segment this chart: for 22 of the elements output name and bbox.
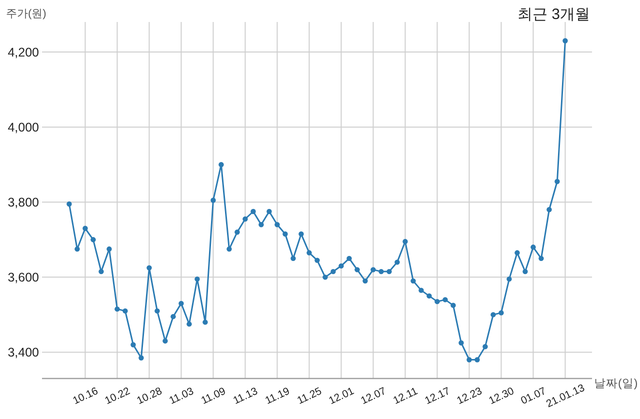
x-tick-label: 12.17 xyxy=(423,385,452,408)
y-tick-label: 4,200 xyxy=(8,45,40,60)
x-tick-label: 12.01 xyxy=(327,385,356,408)
y-tick-label: 3,400 xyxy=(8,346,40,360)
x-tick-label: 12.23 xyxy=(455,385,484,408)
x-tick-label: 10.22 xyxy=(103,385,132,408)
x-tick-label: 12.11 xyxy=(391,385,420,407)
chart-title: 최근 3개월 xyxy=(517,6,590,23)
x-tick-label: 12.30 xyxy=(487,385,516,408)
x-tick-label: 10.28 xyxy=(135,385,164,408)
y-tick-label: 3,800 xyxy=(8,196,40,210)
x-axis-title: 날짜(일) xyxy=(594,378,638,390)
x-tick-label: 11.09 xyxy=(199,385,228,407)
y-tick-label: 4,000 xyxy=(8,120,40,134)
x-tick-label: 11.19 xyxy=(263,385,292,407)
x-tick-label: 10.16 xyxy=(71,385,100,408)
x-tick-label: 12.07 xyxy=(359,385,388,408)
x-tick-label: 11.03 xyxy=(167,385,196,407)
y-tick-label: 3,600 xyxy=(8,270,40,285)
x-tick-label: 11.25 xyxy=(295,385,324,407)
x-tick-label: 11.13 xyxy=(231,385,260,407)
y-axis-title: 주가(원) xyxy=(6,8,46,20)
